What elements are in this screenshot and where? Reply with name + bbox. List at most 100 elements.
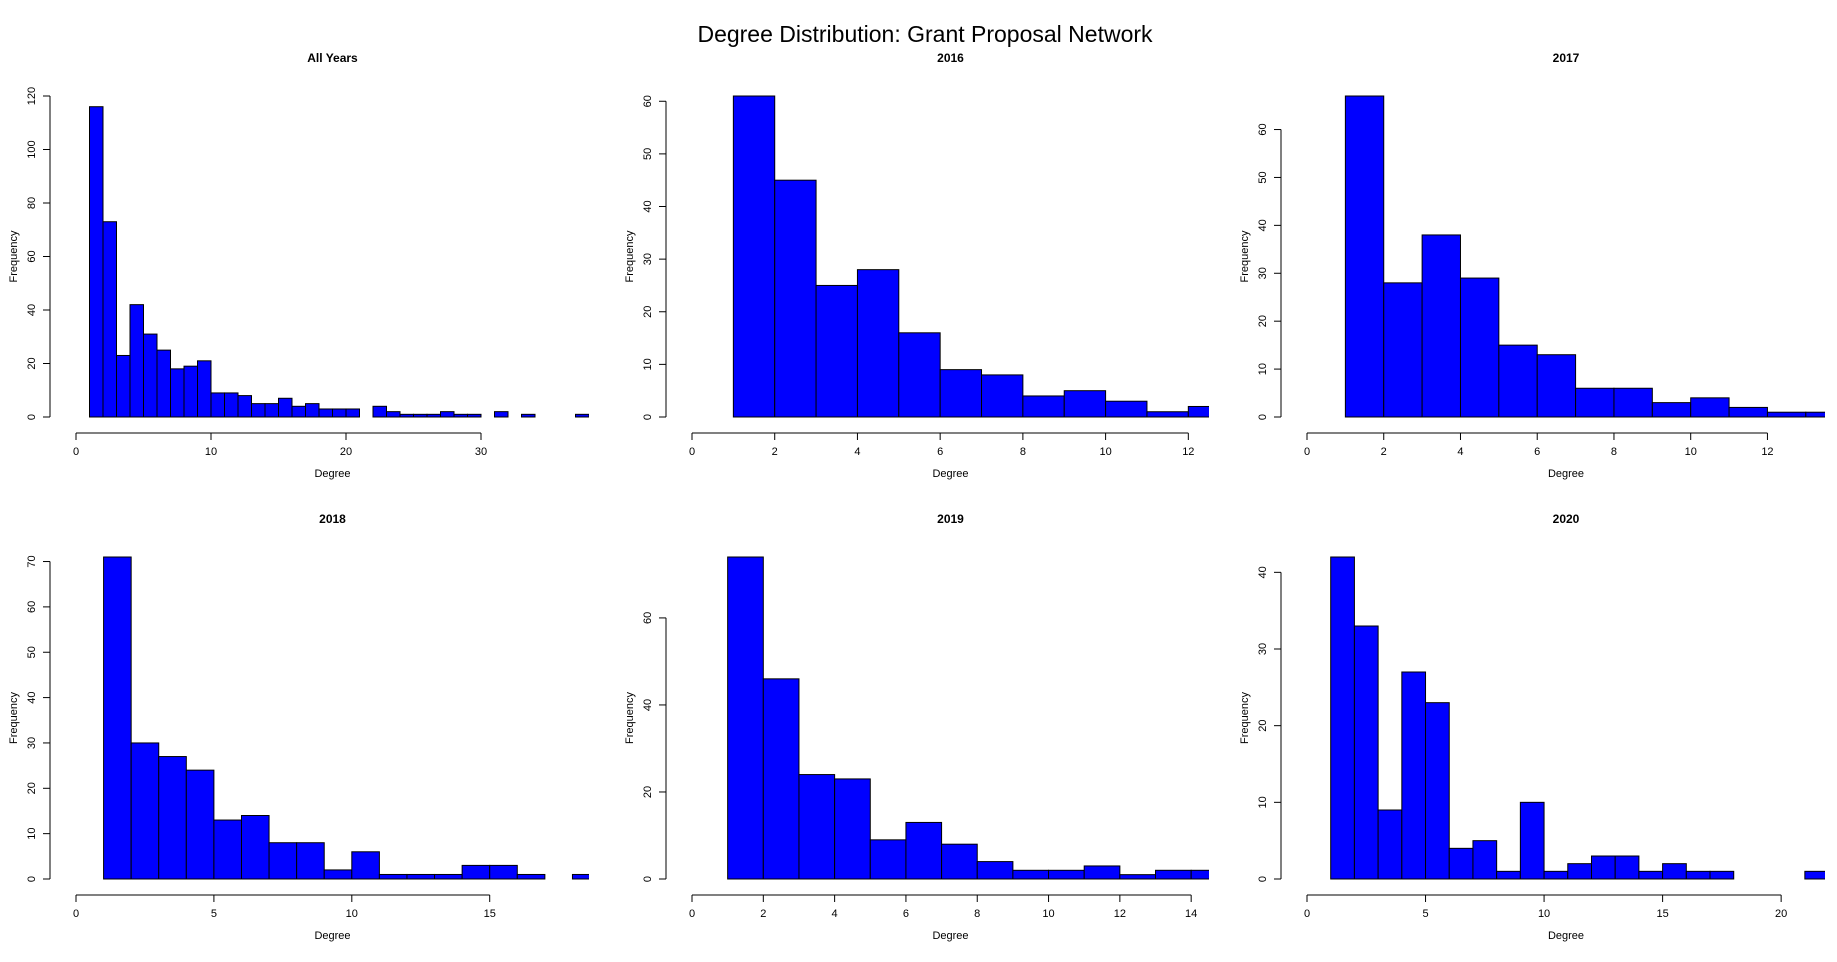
y-axis-label: Frequency: [8, 230, 20, 282]
y-axis-label: Frequency: [624, 692, 636, 744]
x-axis-label: Degree: [314, 930, 350, 942]
bar: [1401, 671, 1427, 880]
x-tick-label: 6: [903, 908, 909, 920]
bar: [1685, 870, 1711, 880]
bar: [1519, 801, 1545, 880]
bar: [1048, 869, 1085, 880]
bar: [305, 403, 320, 418]
x-tick-label: 4: [1457, 446, 1463, 458]
bar: [1805, 411, 1825, 418]
x-tick-label: 10: [346, 908, 358, 920]
x-tick-label: 10: [205, 446, 217, 458]
y-tick-label: 20: [642, 786, 654, 798]
chart-title: Degree Distribution: Grant Proposal Netw…: [697, 21, 1153, 47]
panel-title: All Years: [307, 51, 358, 65]
bar: [575, 413, 589, 418]
bar: [1614, 855, 1640, 880]
bar: [237, 395, 252, 418]
x-tick-label: 10: [1042, 908, 1054, 920]
bar: [102, 221, 117, 418]
bar: [240, 815, 270, 880]
x-tick-label: 30: [475, 446, 487, 458]
x-axis-label: Degree: [1548, 468, 1584, 480]
bar: [1662, 863, 1687, 880]
bar: [291, 405, 306, 418]
x-tick-label: 15: [1656, 908, 1668, 920]
y-tick-label: 60: [642, 612, 654, 624]
x-tick-label: 8: [974, 908, 980, 920]
bar: [386, 411, 401, 418]
x-axis-label: Degree: [932, 930, 968, 942]
bars: [103, 556, 589, 880]
y-tick-label: 60: [1257, 123, 1269, 135]
bar: [461, 864, 491, 880]
panel-title: 2018: [319, 512, 346, 526]
bar: [939, 369, 983, 418]
bar: [116, 354, 131, 418]
bar: [898, 332, 941, 418]
bar: [1448, 847, 1474, 880]
bar: [185, 769, 215, 880]
bar: [516, 873, 546, 880]
bar: [351, 851, 380, 880]
y-axis-label: Frequency: [624, 230, 636, 282]
x-axis-label: Degree: [932, 468, 968, 480]
bars: [89, 106, 589, 418]
bar: [905, 821, 943, 880]
bar: [1804, 870, 1825, 880]
y-tick-label: 0: [642, 876, 654, 882]
x-tick-label: 12: [1761, 446, 1773, 458]
x-tick-label: 12: [1182, 446, 1194, 458]
bar: [268, 842, 298, 880]
bar: [981, 374, 1024, 418]
bar: [1330, 556, 1355, 880]
bar: [494, 411, 509, 418]
x-tick-label: 5: [211, 908, 217, 920]
y-tick-label: 80: [26, 197, 38, 209]
bar: [1651, 402, 1692, 418]
bar: [440, 411, 455, 418]
bar: [399, 413, 414, 418]
y-tick-label: 0: [26, 414, 38, 420]
x-tick-label: 5: [1422, 908, 1428, 920]
bar: [296, 842, 325, 880]
bars: [1344, 95, 1825, 418]
y-tick-label: 50: [26, 646, 38, 658]
x-tick-label: 20: [340, 446, 352, 458]
bar: [1496, 870, 1521, 880]
y-tick-label: 70: [26, 555, 38, 567]
x-tick-label: 15: [484, 908, 496, 920]
y-tick-label: 30: [1257, 267, 1269, 279]
bar: [406, 873, 436, 880]
bar: [183, 365, 198, 418]
y-tick-label: 100: [26, 140, 38, 158]
bar: [345, 408, 360, 418]
bar: [213, 819, 242, 880]
bar: [1766, 411, 1807, 418]
bar: [378, 873, 408, 880]
bar: [774, 179, 817, 418]
bar: [318, 408, 333, 418]
bar: [156, 349, 171, 418]
x-tick-label: 10: [1685, 446, 1697, 458]
bar: [210, 392, 225, 418]
bar: [467, 413, 482, 418]
y-tick-label: 20: [1257, 315, 1269, 327]
panel-title: 2019: [937, 512, 964, 526]
bar: [130, 742, 160, 880]
bar: [489, 864, 518, 880]
y-tick-label: 40: [642, 699, 654, 711]
bar: [1187, 405, 1209, 418]
bar: [1543, 870, 1569, 880]
bar: [372, 405, 387, 418]
bar: [1536, 354, 1577, 418]
x-tick-label: 0: [73, 908, 79, 920]
y-tick-label: 40: [26, 691, 38, 703]
bar: [170, 368, 185, 418]
x-tick-label: 6: [1534, 446, 1540, 458]
bar: [1012, 869, 1050, 880]
bar: [1567, 863, 1592, 880]
x-tick-label: 0: [689, 908, 695, 920]
x-tick-label: 6: [937, 446, 943, 458]
